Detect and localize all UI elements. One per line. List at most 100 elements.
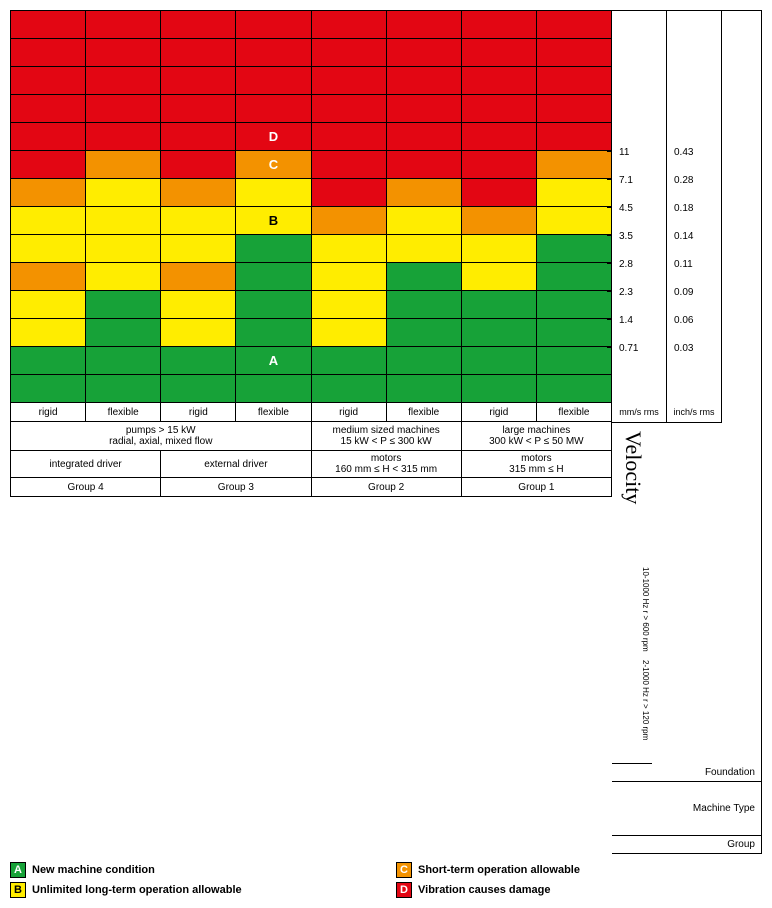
- grid-cell: [161, 319, 236, 347]
- grid-cell: A: [236, 347, 311, 375]
- scale-cell: [667, 95, 721, 123]
- scale-cell: [667, 67, 721, 95]
- right-column: 117.14.53.52.82.31.40.71mm/s rms 0.430.2…: [612, 10, 762, 854]
- grid-cell: [312, 123, 387, 151]
- grid-cell: [312, 347, 387, 375]
- velocity-title: Velocity: [612, 423, 652, 563]
- legend-text: New machine condition: [32, 864, 155, 876]
- legend: ANew machine conditionCShort-term operat…: [10, 862, 762, 898]
- grid-cell: [462, 207, 537, 235]
- grid-cell: [537, 319, 612, 347]
- scale-cell: 0.14: [667, 207, 721, 235]
- grid-cell: [161, 67, 236, 95]
- driver-cell: motors 160 mm ≤ H < 315 mm: [312, 451, 462, 477]
- driver-cell: external driver: [161, 451, 311, 477]
- grid-cell: [161, 347, 236, 375]
- grid-cell: [387, 319, 462, 347]
- grid-cell: [312, 291, 387, 319]
- grid-cell: [462, 95, 537, 123]
- grid-cell: [312, 375, 387, 403]
- scale-cell: 0.06: [667, 291, 721, 319]
- grid-cell: [11, 11, 86, 39]
- grid-cell: [537, 95, 612, 123]
- grid-cell: B: [236, 207, 311, 235]
- grid-cell: [86, 263, 161, 291]
- foundation-cell: flexible: [86, 403, 161, 421]
- scale-cell: 11: [612, 123, 666, 151]
- legend-code-box: B: [10, 882, 26, 898]
- legend-code-box: C: [396, 862, 412, 878]
- grid-cell: [462, 179, 537, 207]
- grid-cell: [462, 347, 537, 375]
- grid-cell: [537, 151, 612, 179]
- grid-cell: [537, 347, 612, 375]
- scale-cell: 0.03: [667, 319, 721, 347]
- grid-cell: D: [236, 123, 311, 151]
- grid-cell: [11, 319, 86, 347]
- grid-cell: [11, 375, 86, 403]
- machine-type-cell: pumps > 15 kW radial, axial, mixed flow: [11, 422, 312, 450]
- foundation-cell: rigid: [312, 403, 387, 421]
- scale-cell: [667, 375, 721, 403]
- grid-cell: [11, 67, 86, 95]
- grid-cell: [537, 123, 612, 151]
- grid-cell: [537, 179, 612, 207]
- grid-cell: [462, 263, 537, 291]
- grid-cell: [86, 347, 161, 375]
- foundation-cell: rigid: [462, 403, 537, 421]
- grid-cell: [161, 375, 236, 403]
- group-cell: Group 2: [312, 478, 462, 496]
- grid-cell: [161, 123, 236, 151]
- scale-cell: [612, 39, 666, 67]
- scale-cell: 4.5: [612, 179, 666, 207]
- grid-cell: [11, 291, 86, 319]
- grid-cell: [161, 291, 236, 319]
- scale-cell: 2.8: [612, 235, 666, 263]
- grid-cell: [312, 39, 387, 67]
- grid-cell: C: [236, 151, 311, 179]
- grid-cell: [537, 235, 612, 263]
- grid-cell: [86, 179, 161, 207]
- scale-cell: [612, 95, 666, 123]
- scale-cell: [667, 39, 721, 67]
- grid-cell: [462, 291, 537, 319]
- grid-cell: [462, 375, 537, 403]
- legend-text: Vibration causes damage: [418, 884, 550, 896]
- machine-type-cell: medium sized machines 15 kW < P ≤ 300 kW: [312, 422, 462, 450]
- grid-cell: [312, 11, 387, 39]
- foundation-cell: flexible: [236, 403, 311, 421]
- grid-cell: [236, 179, 311, 207]
- grid-cell: [387, 67, 462, 95]
- grid-cell: [537, 11, 612, 39]
- grid-cell: [161, 39, 236, 67]
- grid-cell: [161, 179, 236, 207]
- scale-cell: 0.28: [667, 151, 721, 179]
- grid-cell: [537, 207, 612, 235]
- grid-cell: [11, 39, 86, 67]
- grid-cell: [387, 375, 462, 403]
- grid-cell: [537, 291, 612, 319]
- grid-cell: [387, 207, 462, 235]
- grid-cell: [462, 39, 537, 67]
- foundation-cell: rigid: [11, 403, 86, 421]
- scale-cell: 0.11: [667, 235, 721, 263]
- driver-cell: motors 315 mm ≤ H: [462, 451, 612, 477]
- grid-cell: [462, 151, 537, 179]
- legend-item: BUnlimited long-term operation allowable: [10, 882, 376, 898]
- grid-cell: [86, 235, 161, 263]
- grid-cell: [236, 95, 311, 123]
- machine-type-cell: large machines 300 kW < P ≤ 50 MW: [462, 422, 612, 450]
- grid-cell: [312, 95, 387, 123]
- legend-item: CShort-term operation allowable: [396, 862, 762, 878]
- grid-cell: [312, 319, 387, 347]
- grid-cell: [462, 123, 537, 151]
- grid-cell: [11, 95, 86, 123]
- group-cell: Group 3: [161, 478, 311, 496]
- foundation-cell: flexible: [387, 403, 462, 421]
- group-cell: Group 4: [11, 478, 161, 496]
- main-column: DCBA rigidflexiblerigidflexiblerigidflex…: [10, 10, 612, 854]
- scale-unit: inch/s rms: [667, 403, 721, 423]
- grid-cell: [236, 291, 311, 319]
- grid-cell: [462, 67, 537, 95]
- driver-row: integrated driverexternal drivermotors 1…: [11, 451, 612, 478]
